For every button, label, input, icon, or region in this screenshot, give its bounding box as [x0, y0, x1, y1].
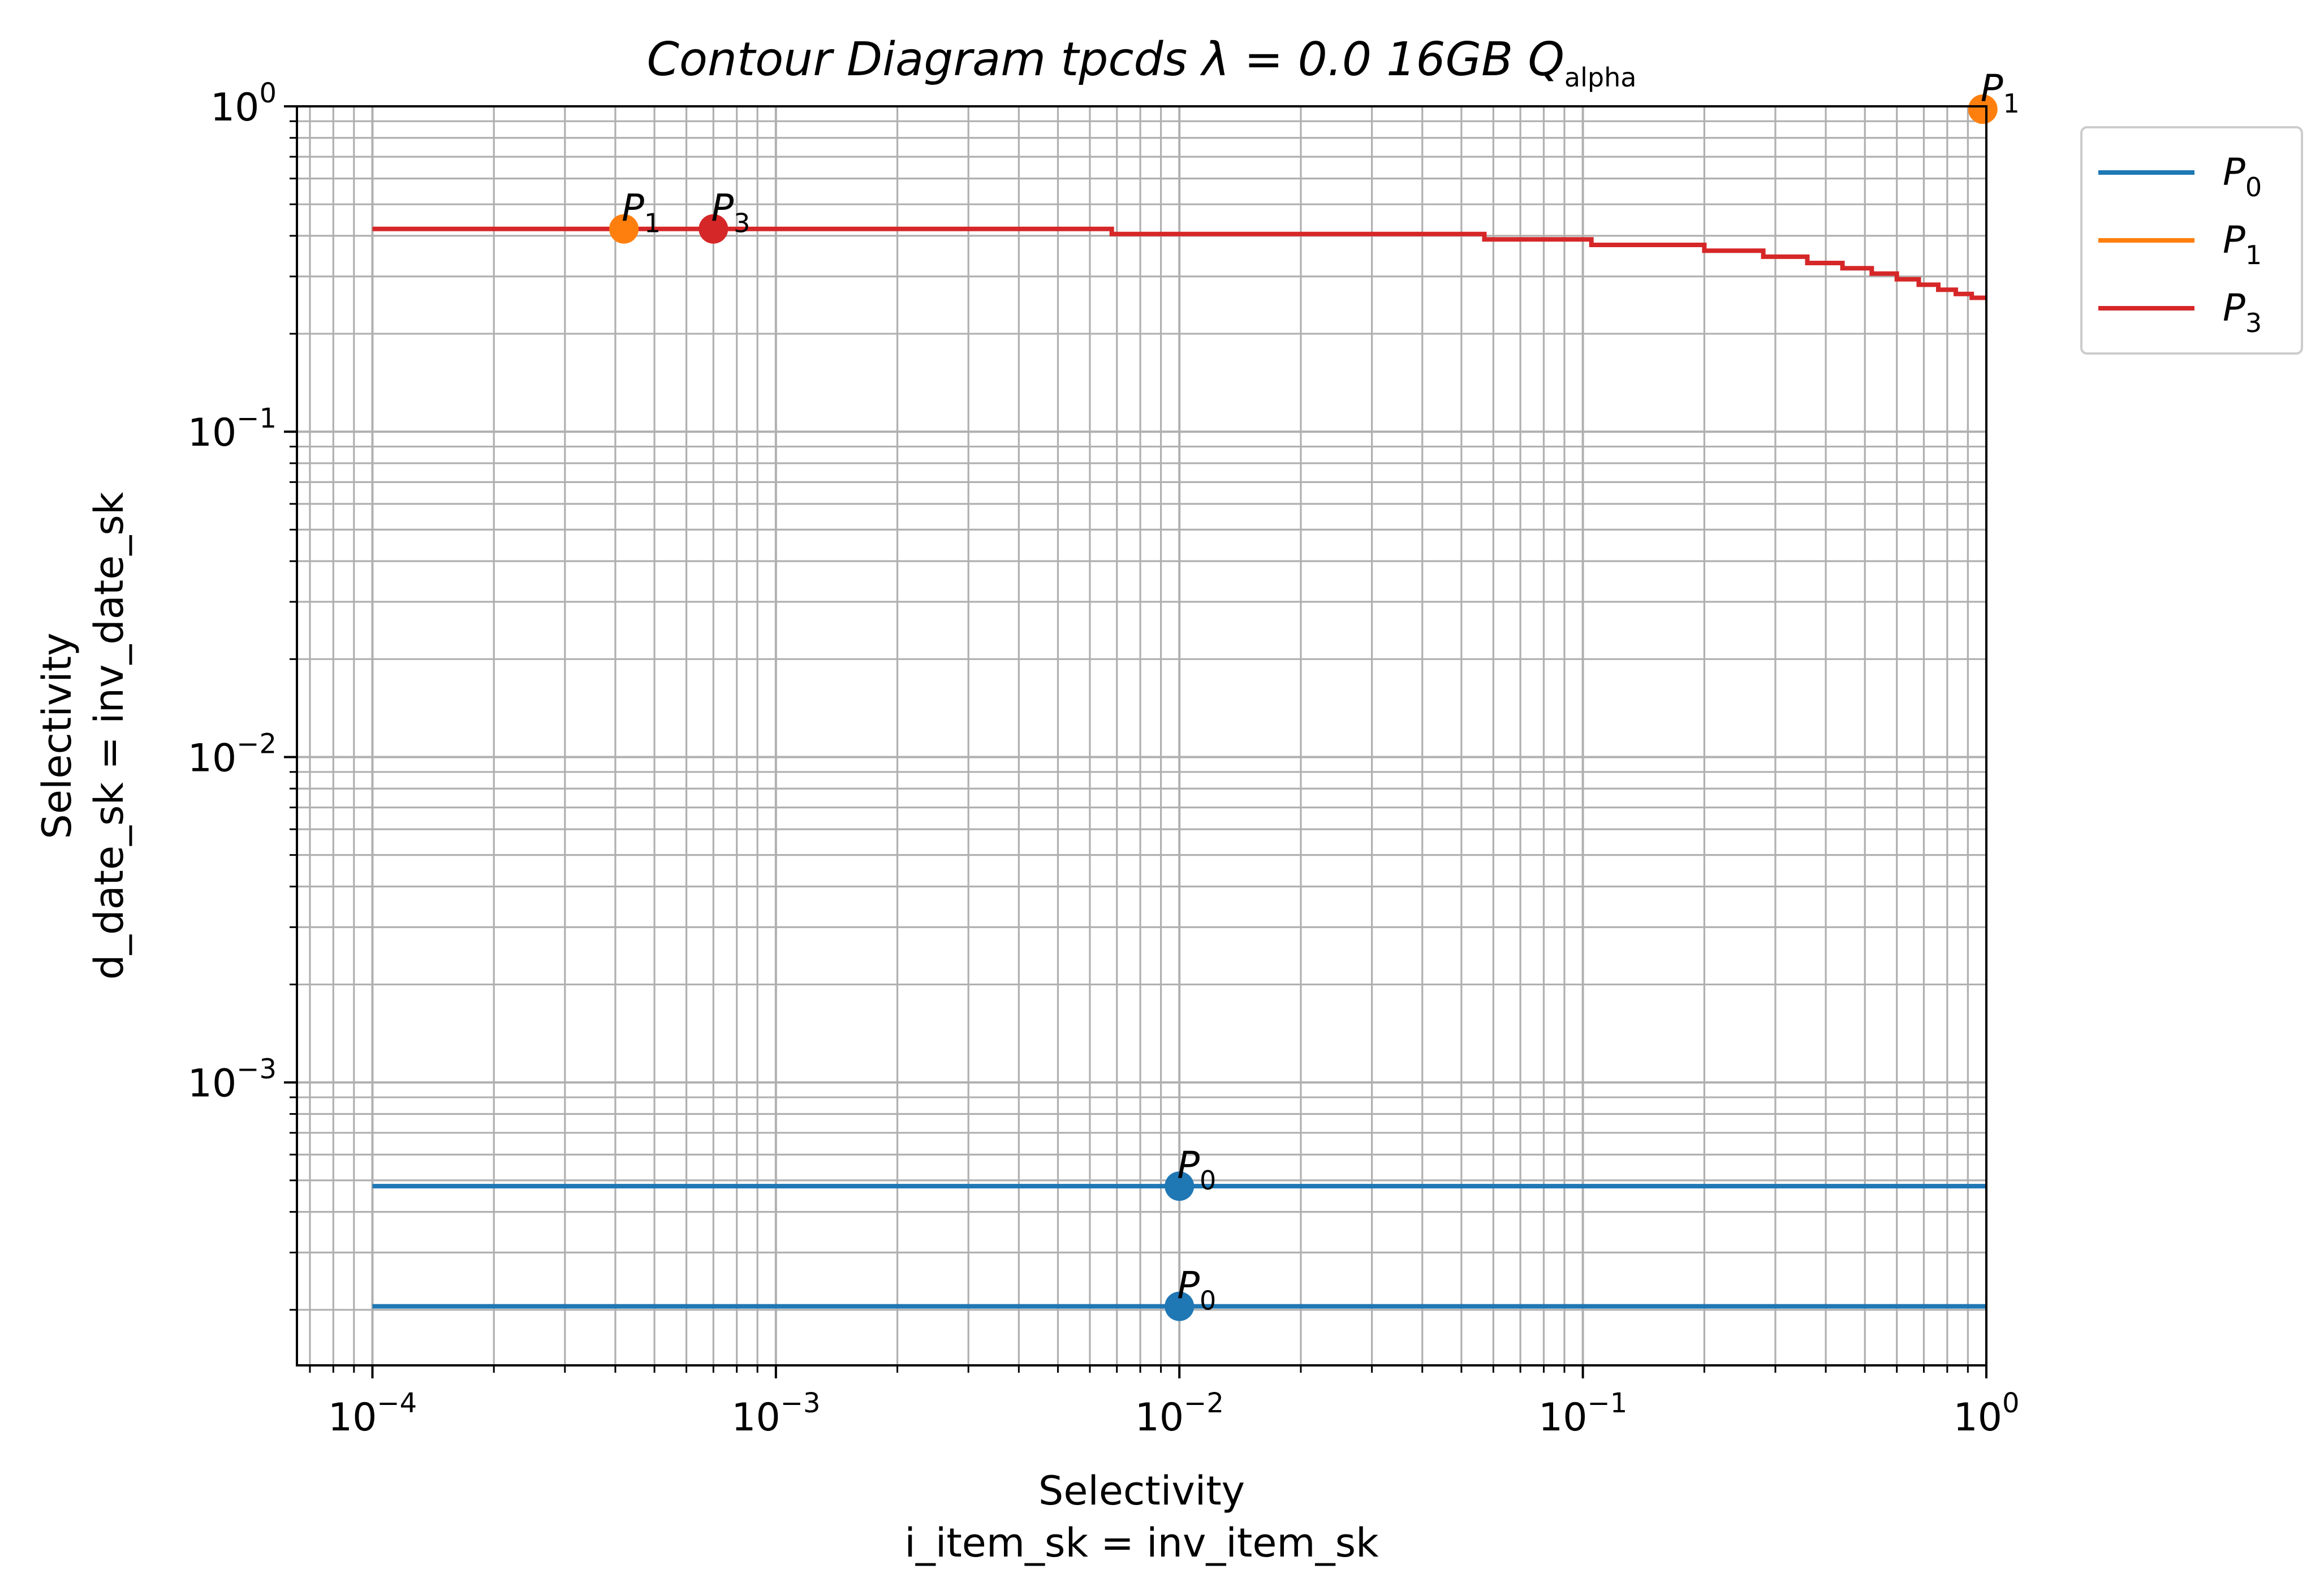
legend-entry-p0: P0	[2223, 150, 2262, 202]
x-tick-exponent: −1	[1587, 1387, 1627, 1419]
x-tick-exponent: −4	[377, 1387, 417, 1419]
y-axis-label: Selectivity	[34, 632, 80, 839]
x-tick-base: 10	[1953, 1395, 2002, 1440]
y-tick-exponent: 0	[259, 77, 277, 109]
legend-entry-p1: P1	[2223, 218, 2262, 270]
x-tick-label: 10−3	[731, 1387, 820, 1440]
title-lambda: λ = 0.0	[1200, 33, 1372, 87]
y-tick-exponent: −3	[236, 1054, 277, 1085]
series-point-p0	[1165, 1291, 1195, 1321]
point-label-p1: P1	[1981, 67, 2020, 119]
legend-entry-subscript: 0	[2245, 172, 2262, 202]
legend-entry-p3: P3	[2223, 286, 2262, 338]
point-label-p1: P1	[622, 187, 661, 239]
point-label-name: P	[711, 187, 734, 230]
y-tick-label: 100	[210, 77, 277, 130]
point-label-subscript: 3	[734, 208, 750, 239]
plot-frame	[296, 105, 1987, 1366]
y-tick-base: 10	[188, 1062, 237, 1106]
y-tick-base: 10	[188, 411, 237, 455]
y-tick-exponent: −2	[236, 728, 277, 760]
x-tick-base: 10	[1135, 1395, 1184, 1440]
legend-entry-subscript: 3	[2245, 308, 2262, 338]
title-q-subscript: alpha	[1564, 62, 1637, 93]
series-point-p0	[1165, 1171, 1195, 1201]
point-label-p3: P3	[711, 187, 750, 239]
y-tick-label: 10−2	[188, 728, 277, 781]
series-point-p3	[699, 214, 728, 244]
x-tick-label: 10−1	[1538, 1387, 1627, 1440]
x-axis-label: Selectivity	[1038, 1468, 1245, 1514]
chart-title: Contour Diagram tpcds λ = 0.0 16GB Qalph…	[647, 33, 1637, 93]
data-layer	[372, 94, 1998, 1321]
point-label-name: P	[622, 187, 644, 230]
y-tick-label: 10−3	[188, 1054, 277, 1106]
tick-layer	[284, 105, 1987, 1378]
x-tick-exponent: −2	[1184, 1387, 1224, 1419]
legend-entry-subscript: 1	[2245, 240, 2262, 270]
x-tick-base: 10	[731, 1395, 781, 1440]
legend-entry-name: P	[2223, 286, 2245, 330]
y-tick-base: 10	[188, 736, 237, 781]
y-tick-base: 10	[210, 85, 260, 130]
point-label-subscript: 1	[644, 208, 661, 239]
point-label-name: P	[1177, 1144, 1200, 1187]
x-axis-label: i_item_sk = inv_item_sk	[904, 1520, 1379, 1566]
x-tick-exponent: 0	[2002, 1387, 2020, 1419]
series-point-p1	[1968, 94, 1998, 124]
legend-entry-name: P	[2223, 218, 2245, 262]
point-label-name: P	[1981, 67, 2003, 110]
x-tick-base: 10	[328, 1395, 377, 1440]
series-line-p3	[372, 226, 1986, 300]
title-size: 16GB	[1372, 33, 1528, 87]
x-tick-label: 100	[1953, 1387, 2019, 1440]
grid-layer	[297, 105, 1987, 1365]
title-main: Contour Diagram tpcds	[647, 33, 1202, 87]
frame-layer	[296, 105, 1987, 1366]
legend-entry-name: P	[2223, 150, 2245, 194]
point-label-p0: P0	[1177, 1144, 1216, 1196]
point-label-subscript: 0	[1200, 1286, 1216, 1316]
point-label-name: P	[1177, 1264, 1200, 1308]
y-axis-label: d_date_sk = inv_date_sk	[86, 492, 132, 980]
point-label-subscript: 0	[1200, 1165, 1216, 1196]
x-tick-label: 10−4	[328, 1387, 417, 1440]
y-tick-exponent: −1	[236, 403, 277, 434]
point-label-p0: P0	[1177, 1264, 1216, 1316]
x-tick-base: 10	[1538, 1395, 1588, 1440]
x-tick-exponent: −3	[781, 1387, 821, 1419]
y-tick-label: 10−1	[188, 403, 277, 455]
point-label-subscript: 1	[2003, 88, 2020, 119]
x-tick-label: 10−2	[1135, 1387, 1224, 1440]
title-q: Q	[1528, 33, 1564, 87]
series-point-p1	[609, 214, 639, 244]
